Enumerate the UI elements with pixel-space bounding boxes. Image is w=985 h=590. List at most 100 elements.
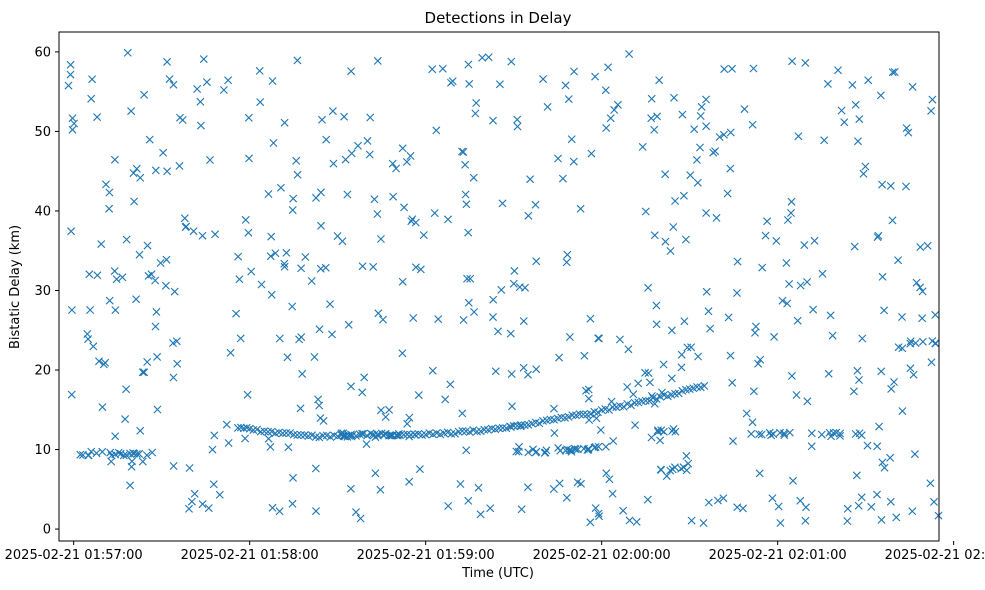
detection-point bbox=[314, 395, 323, 404]
detection-point bbox=[465, 79, 474, 88]
detection-point bbox=[132, 450, 141, 458]
detection-point bbox=[122, 235, 131, 244]
detection-point bbox=[702, 122, 711, 131]
detection-point bbox=[341, 155, 350, 164]
detection-point bbox=[289, 430, 298, 439]
detection-point bbox=[376, 485, 385, 494]
detection-point bbox=[916, 283, 925, 292]
detection-point bbox=[486, 504, 495, 513]
detection-point bbox=[461, 190, 470, 199]
detection-point bbox=[264, 190, 273, 198]
x-tick-label: 2025-02-21 01:57:00 bbox=[5, 548, 143, 563]
detection-point bbox=[512, 447, 521, 456]
detection-point bbox=[562, 258, 571, 267]
detection-point bbox=[516, 422, 525, 431]
detection-point bbox=[659, 427, 668, 436]
detection-point bbox=[531, 448, 540, 457]
detection-point bbox=[130, 197, 139, 206]
detection-point bbox=[829, 429, 838, 437]
detection-point bbox=[458, 409, 467, 418]
detection-point bbox=[142, 451, 151, 460]
detection-point bbox=[629, 390, 638, 399]
detection-point bbox=[677, 464, 686, 473]
detection-point bbox=[776, 428, 784, 437]
detection-point bbox=[634, 379, 643, 388]
detection-point bbox=[284, 443, 293, 452]
detection-point bbox=[767, 431, 776, 440]
detection-point bbox=[354, 141, 362, 150]
detection-point bbox=[122, 385, 131, 394]
detection-point bbox=[650, 125, 659, 134]
detection-point bbox=[683, 343, 692, 352]
detection-point bbox=[749, 64, 758, 73]
detection-point bbox=[282, 248, 291, 257]
detection-point bbox=[371, 469, 380, 478]
detection-point bbox=[67, 306, 76, 314]
detection-point bbox=[828, 331, 837, 340]
detection-point bbox=[152, 307, 161, 316]
detection-point bbox=[783, 299, 792, 308]
detection-point bbox=[326, 300, 334, 309]
detection-point bbox=[219, 86, 228, 94]
detection-point bbox=[185, 464, 194, 472]
detection-point bbox=[428, 366, 437, 375]
detection-point bbox=[87, 447, 96, 456]
detection-point bbox=[102, 180, 110, 189]
detection-point bbox=[809, 305, 818, 314]
detection-point bbox=[289, 194, 298, 203]
detection-point bbox=[358, 262, 367, 271]
detection-point bbox=[853, 366, 862, 375]
detection-point bbox=[575, 410, 584, 419]
detection-point bbox=[902, 182, 910, 191]
detection-point bbox=[774, 502, 783, 511]
detection-point bbox=[288, 206, 297, 215]
detection-point bbox=[632, 517, 641, 526]
detection-point bbox=[747, 429, 756, 438]
detection-point bbox=[458, 427, 467, 435]
detection-point bbox=[858, 334, 867, 343]
detection-point bbox=[523, 483, 532, 492]
detection-point bbox=[641, 207, 650, 216]
detection-point bbox=[824, 369, 833, 378]
x-tick-label: 2025-02-21 01:58:00 bbox=[181, 548, 319, 563]
detection-point bbox=[515, 283, 524, 292]
detection-point bbox=[398, 277, 407, 286]
x-axis-label: Time (UTC) bbox=[461, 566, 534, 581]
detection-point bbox=[84, 335, 93, 344]
detection-point bbox=[625, 516, 634, 525]
detection-point bbox=[601, 442, 610, 451]
detection-point bbox=[796, 496, 805, 505]
detection-point bbox=[470, 308, 479, 316]
detection-point bbox=[86, 306, 95, 314]
detection-point bbox=[462, 200, 471, 209]
detection-point bbox=[748, 418, 757, 427]
detection-point bbox=[687, 343, 696, 352]
detection-point bbox=[517, 505, 526, 514]
detection-point bbox=[715, 133, 724, 141]
detection-point bbox=[87, 94, 96, 103]
detection-point bbox=[392, 164, 401, 173]
detection-point bbox=[726, 164, 735, 173]
detection-point bbox=[234, 252, 243, 261]
detection-point bbox=[180, 214, 189, 223]
detection-point bbox=[540, 448, 549, 457]
detection-point bbox=[232, 309, 241, 318]
detection-point bbox=[643, 495, 652, 504]
y-tick-label: 50 bbox=[34, 125, 51, 140]
plot-frame bbox=[58, 31, 940, 542]
detection-point bbox=[196, 121, 205, 130]
x-tick-label: 2025-02-21 02:02:00 bbox=[885, 548, 985, 563]
detection-point bbox=[873, 233, 882, 242]
detection-point bbox=[652, 320, 661, 329]
detection-point bbox=[700, 381, 709, 390]
detection-point bbox=[787, 371, 796, 380]
detection-point bbox=[613, 100, 622, 109]
detection-point bbox=[84, 451, 93, 460]
detection-point bbox=[151, 166, 160, 175]
detection-point bbox=[659, 360, 668, 369]
detection-point bbox=[733, 289, 741, 297]
detection-point bbox=[519, 317, 528, 326]
detection-point bbox=[381, 413, 390, 421]
detection-point bbox=[147, 270, 156, 279]
detection-point bbox=[772, 236, 781, 245]
